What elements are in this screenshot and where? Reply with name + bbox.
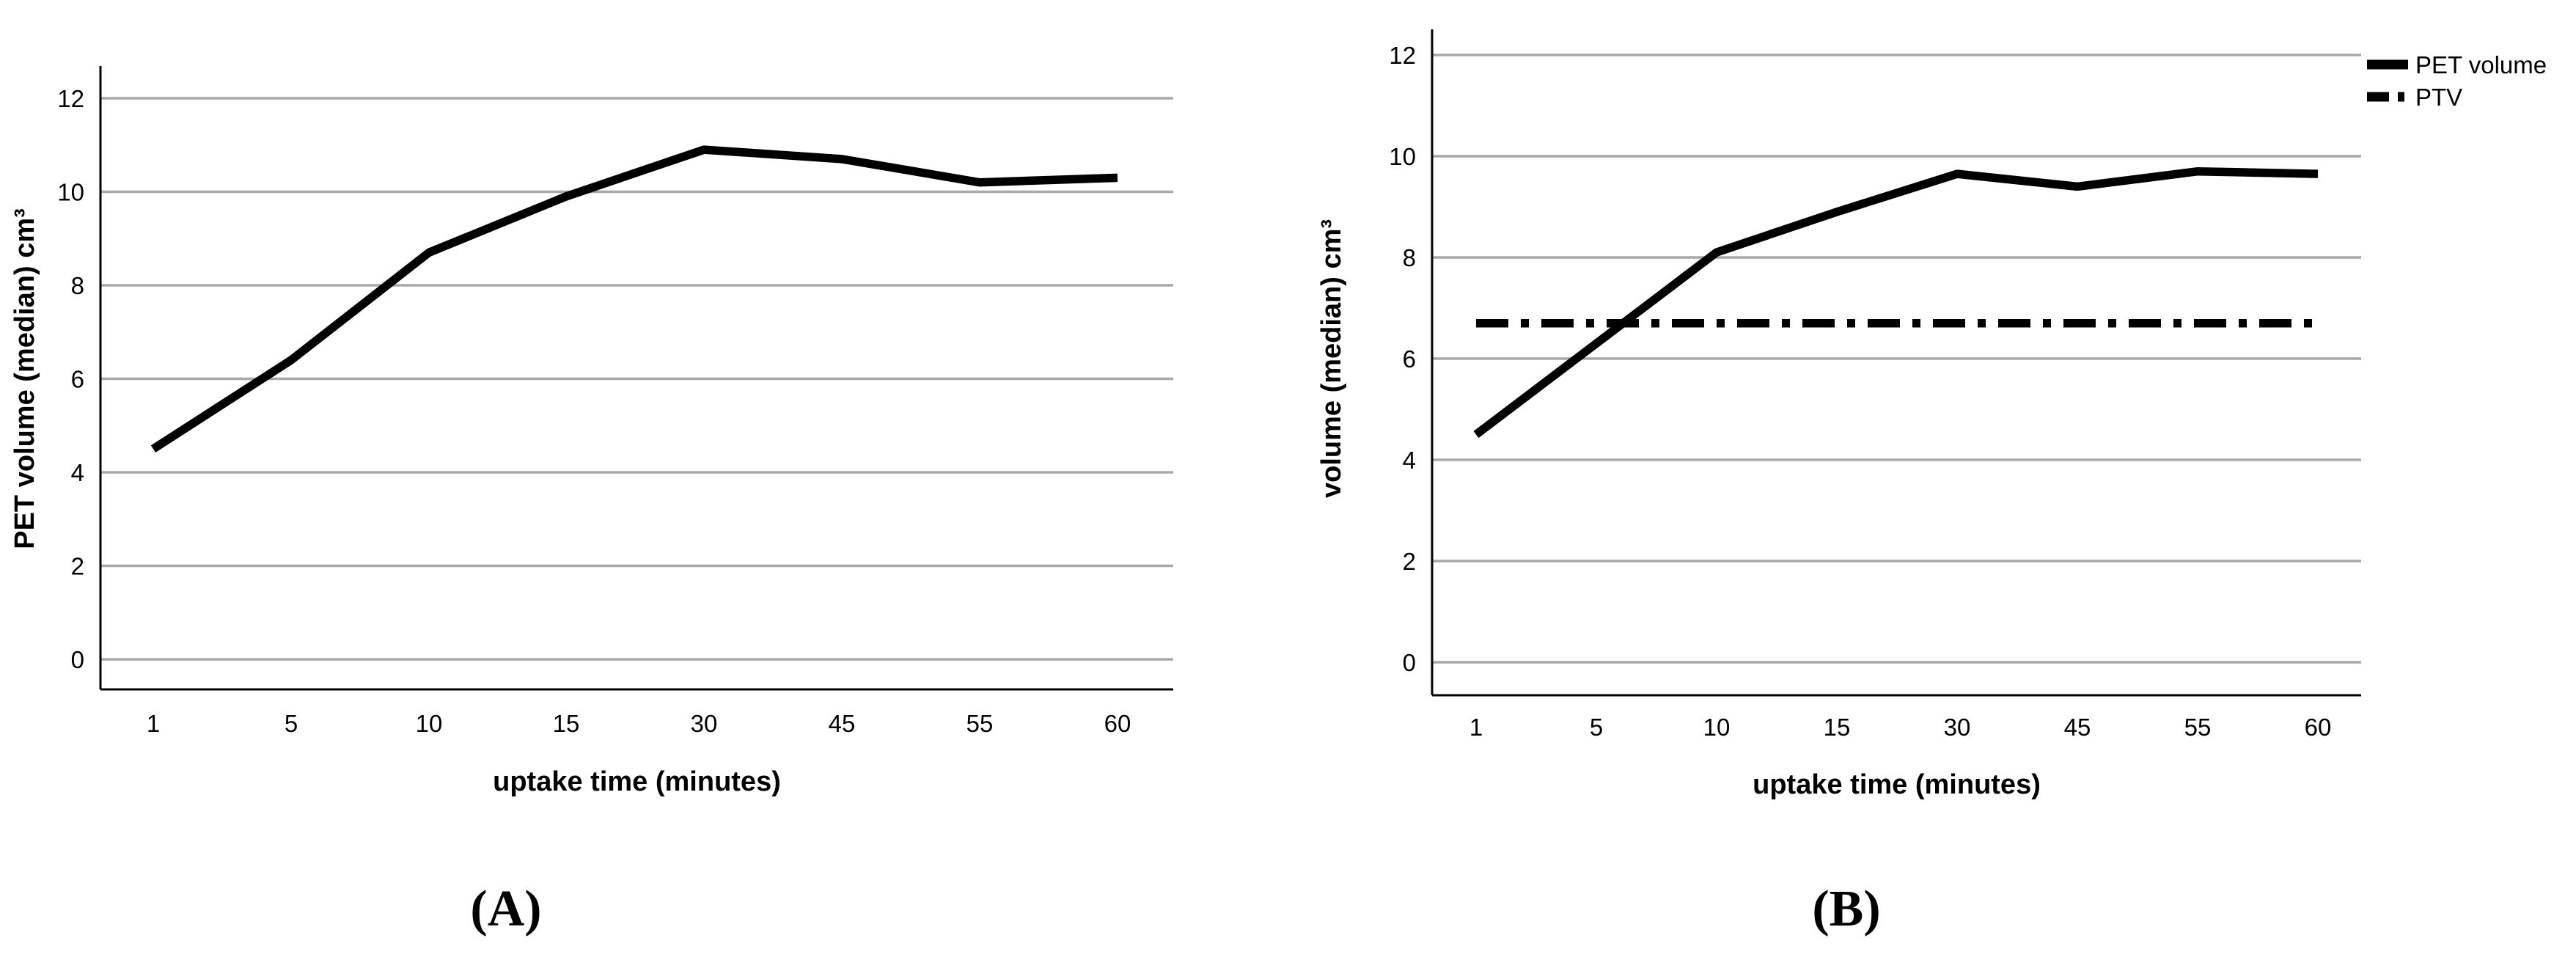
- x-tick-label: 15: [553, 710, 580, 737]
- x-tick-label: 55: [2184, 714, 2212, 741]
- y-axis-title: PET volume (median) cm³: [10, 208, 40, 549]
- y-tick-label: 2: [1403, 548, 1416, 575]
- series-line-pet-volume: [150, 145, 1118, 452]
- x-tick-label: 5: [1590, 714, 1603, 741]
- y-tick-label: 10: [57, 179, 84, 206]
- y-tick-label: 6: [1403, 345, 1416, 373]
- x-tick-label: 45: [829, 710, 856, 737]
- legend-label: PET volume: [2415, 51, 2547, 78]
- y-tick-label: 8: [71, 272, 84, 299]
- x-axis-title: uptake time (minutes): [1753, 769, 2041, 800]
- y-tick-label: 12: [1389, 42, 1416, 69]
- y-tick-label: 2: [71, 553, 84, 580]
- series-line-pet-volume: [1473, 166, 2319, 439]
- x-tick-label: 60: [2305, 714, 2332, 741]
- panel-b-label: (B): [1812, 881, 1881, 937]
- y-tick-label: 4: [71, 459, 84, 486]
- x-tick-label: 1: [1469, 714, 1483, 741]
- y-tick-label: 4: [1403, 447, 1416, 474]
- x-tick-label: 5: [285, 710, 298, 737]
- x-tick-label: 10: [416, 710, 443, 737]
- legend-label: PTV: [2415, 84, 2462, 111]
- x-tick-label: 30: [691, 710, 718, 737]
- x-tick-label: 1: [147, 710, 160, 737]
- x-tick-label: 60: [1104, 710, 1131, 737]
- y-tick-label: 0: [1403, 649, 1416, 676]
- y-tick-label: 0: [71, 646, 84, 673]
- x-tick-label: 45: [2064, 714, 2091, 741]
- y-tick-label: 12: [57, 85, 84, 112]
- x-tick-label: 15: [1824, 714, 1851, 741]
- x-axis-title: uptake time (minutes): [493, 766, 781, 797]
- x-tick-label: 10: [1703, 714, 1731, 741]
- y-tick-label: 8: [1403, 244, 1416, 271]
- y-tick-label: 10: [1389, 143, 1416, 170]
- panel-a-label: (A): [470, 881, 542, 937]
- x-tick-label: 55: [966, 710, 994, 737]
- y-axis-title: volume (median) cm³: [1316, 219, 1347, 498]
- y-tick-label: 6: [71, 366, 84, 393]
- x-tick-label: 30: [1944, 714, 1971, 741]
